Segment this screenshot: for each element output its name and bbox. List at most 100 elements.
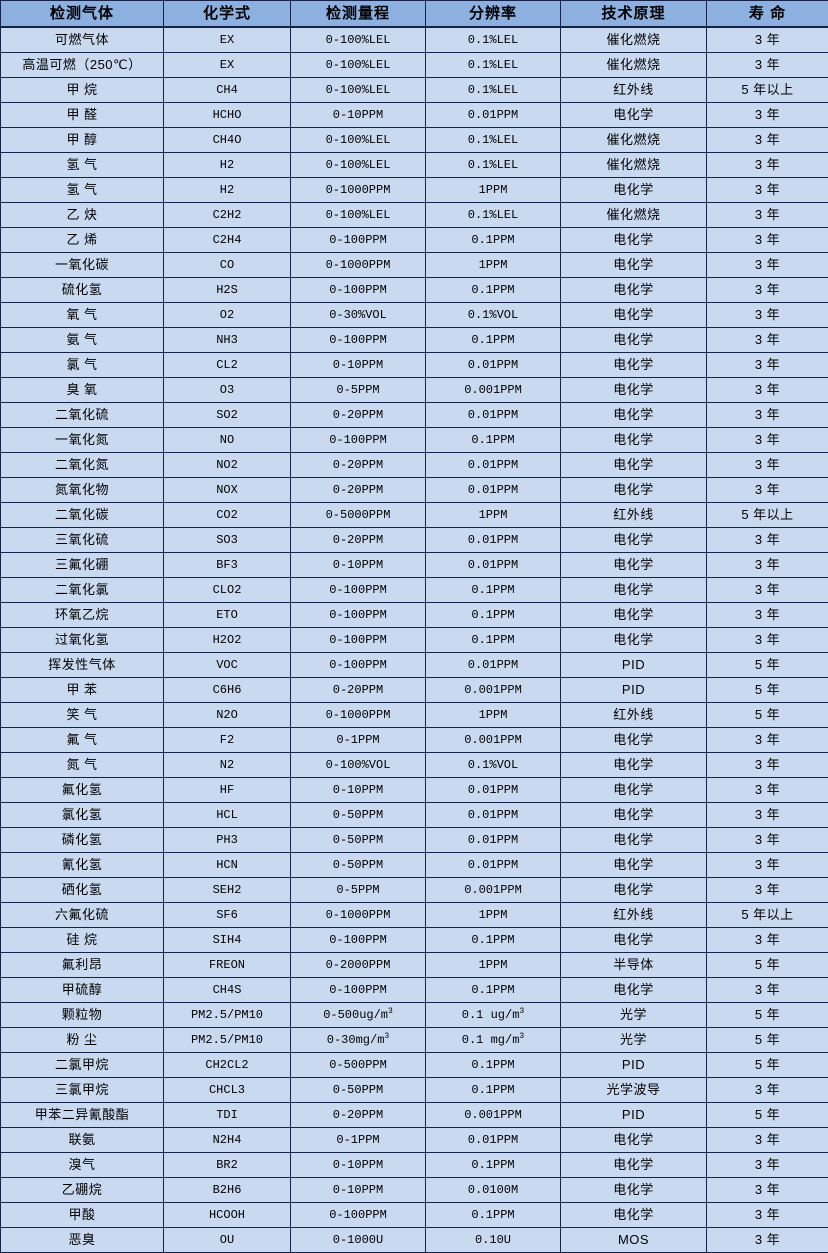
- cell-res: 0.1%VOL: [426, 753, 561, 778]
- cell-life: 3 年: [707, 978, 828, 1003]
- cell-range: 0-30%VOL: [291, 303, 426, 328]
- cell-gas: 硅 烷: [1, 928, 164, 953]
- cell-life: 3 年: [707, 353, 828, 378]
- cell-formula: H2S: [164, 278, 291, 303]
- cell-gas: 氢 气: [1, 153, 164, 178]
- cell-gas: 甲 烷: [1, 78, 164, 103]
- cell-range: 0-100%VOL: [291, 753, 426, 778]
- cell-gas: 乙硼烷: [1, 1178, 164, 1203]
- cell-tech: 电化学: [561, 928, 707, 953]
- cell-life: 3 年: [707, 778, 828, 803]
- cell-tech: 电化学: [561, 278, 707, 303]
- cell-life: 3 年: [707, 603, 828, 628]
- cell-gas: 一氧化氮: [1, 428, 164, 453]
- cell-life: 3 年: [707, 103, 828, 128]
- cell-res: 0.1PPM: [426, 1078, 561, 1103]
- column-header-gas: 检测气体: [1, 1, 164, 28]
- cell-tech: 电化学: [561, 403, 707, 428]
- cell-life: 5 年: [707, 1028, 828, 1053]
- cell-life: 3 年: [707, 878, 828, 903]
- cell-formula: SEH2: [164, 878, 291, 903]
- cell-formula: HCN: [164, 853, 291, 878]
- cell-range: 0-20PPM: [291, 453, 426, 478]
- cell-res: 0.01PPM: [426, 103, 561, 128]
- cell-tech: 电化学: [561, 853, 707, 878]
- cell-range: 0-100PPM: [291, 928, 426, 953]
- cell-formula: BF3: [164, 553, 291, 578]
- cell-formula: O3: [164, 378, 291, 403]
- cell-tech: 电化学: [561, 828, 707, 853]
- column-header-technology: 技术原理: [561, 1, 707, 28]
- cell-gas: 氮氧化物: [1, 478, 164, 503]
- cell-tech: 红外线: [561, 703, 707, 728]
- cell-range: 0-100PPM: [291, 603, 426, 628]
- cell-life: 3 年: [707, 1178, 828, 1203]
- cell-formula: NH3: [164, 328, 291, 353]
- cell-tech: 红外线: [561, 78, 707, 103]
- cell-tech: 电化学: [561, 628, 707, 653]
- cell-formula: H2O2: [164, 628, 291, 653]
- cell-range: 0-5PPM: [291, 878, 426, 903]
- cell-range: 0-5PPM: [291, 378, 426, 403]
- column-header-resolution: 分辨率: [426, 1, 561, 28]
- cell-res: 1PPM: [426, 703, 561, 728]
- cell-tech: 电化学: [561, 428, 707, 453]
- cell-formula: NO2: [164, 453, 291, 478]
- cell-tech: 催化燃烧: [561, 203, 707, 228]
- cell-life: 3 年: [707, 628, 828, 653]
- cell-formula: F2: [164, 728, 291, 753]
- cell-tech: 电化学: [561, 328, 707, 353]
- cell-life: 3 年: [707, 1228, 828, 1253]
- cell-tech: 电化学: [561, 803, 707, 828]
- cell-formula: SIH4: [164, 928, 291, 953]
- cell-life: 3 年: [707, 453, 828, 478]
- cell-life: 3 年: [707, 53, 828, 78]
- cell-formula: NO: [164, 428, 291, 453]
- cell-life: 5 年: [707, 653, 828, 678]
- cell-range: 0-1000U: [291, 1228, 426, 1253]
- cell-range: 0-100PPM: [291, 228, 426, 253]
- cell-range: 0-100PPM: [291, 278, 426, 303]
- cell-formula: N2: [164, 753, 291, 778]
- cell-life: 3 年: [707, 1078, 828, 1103]
- cell-gas: 硫化氢: [1, 278, 164, 303]
- cell-life: 3 年: [707, 153, 828, 178]
- cell-gas: 甲 醛: [1, 103, 164, 128]
- cell-res: 0.01PPM: [426, 528, 561, 553]
- cell-tech: PID: [561, 678, 707, 703]
- cell-res: 1PPM: [426, 903, 561, 928]
- cell-res: 0.0100M: [426, 1178, 561, 1203]
- cell-range: 0-100PPM: [291, 428, 426, 453]
- cell-life: 3 年: [707, 303, 828, 328]
- cell-gas: 氯 气: [1, 353, 164, 378]
- cell-gas: 乙 炔: [1, 203, 164, 228]
- cell-res: 0.01PPM: [426, 453, 561, 478]
- cell-gas: 甲酸: [1, 1203, 164, 1228]
- cell-life: 3 年: [707, 328, 828, 353]
- cell-gas: 六氟化硫: [1, 903, 164, 928]
- cell-formula: CHCL3: [164, 1078, 291, 1103]
- cell-life: 3 年: [707, 803, 828, 828]
- cell-gas: 氨 气: [1, 328, 164, 353]
- cell-tech: 电化学: [561, 478, 707, 503]
- cell-res: 0.1 ug/m3: [426, 1003, 561, 1028]
- cell-res: 1PPM: [426, 503, 561, 528]
- cell-tech: 电化学: [561, 578, 707, 603]
